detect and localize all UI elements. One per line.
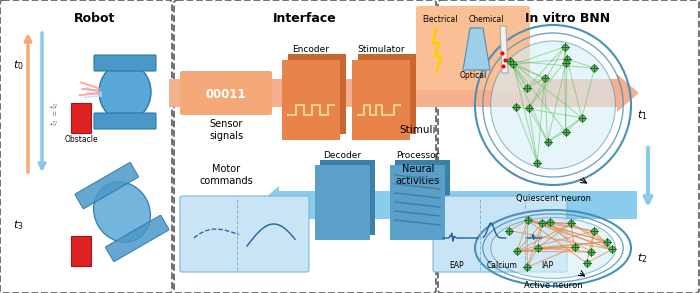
Text: $t_1$: $t_1$ [637,108,648,122]
Text: Stimuli: Stimuli [400,125,436,135]
FancyBboxPatch shape [71,236,91,266]
Text: Decoder: Decoder [323,151,362,159]
Text: Stimulator: Stimulator [357,45,405,54]
FancyBboxPatch shape [71,103,91,133]
Text: =: = [50,110,60,116]
FancyBboxPatch shape [94,113,156,129]
Ellipse shape [94,182,150,242]
FancyArrow shape [169,74,639,112]
Text: EAP: EAP [449,260,464,270]
Ellipse shape [491,41,615,169]
FancyBboxPatch shape [390,165,445,240]
Text: Chemical: Chemical [468,16,504,25]
Ellipse shape [491,218,615,278]
FancyBboxPatch shape [433,196,567,272]
Text: 00011: 00011 [206,88,246,100]
Text: Sensor
signals: Sensor signals [209,119,243,141]
Text: Active neuron: Active neuron [524,280,582,289]
FancyArrow shape [257,186,637,224]
FancyBboxPatch shape [75,163,139,209]
Text: Optical: Optical [459,71,486,81]
Text: $t_2$: $t_2$ [637,251,648,265]
Text: Processor: Processor [395,151,439,159]
FancyBboxPatch shape [395,160,450,235]
Text: Calcium: Calcium [486,260,517,270]
FancyBboxPatch shape [180,196,309,272]
Text: Neural
activities: Neural activities [396,164,440,186]
Text: In vitro BNN: In vitro BNN [526,13,610,25]
FancyBboxPatch shape [106,215,169,261]
FancyBboxPatch shape [94,55,156,71]
FancyBboxPatch shape [320,160,375,235]
FancyBboxPatch shape [352,60,410,140]
FancyBboxPatch shape [315,165,370,240]
FancyBboxPatch shape [288,54,346,134]
Text: $t_3$: $t_3$ [49,118,62,126]
Polygon shape [500,26,508,73]
Text: Robot: Robot [74,13,116,25]
Text: Motor
commands: Motor commands [199,164,253,186]
Text: IAP: IAP [541,260,553,270]
Text: $t_0$: $t_0$ [13,58,23,72]
Text: Quiescent neuron: Quiescent neuron [515,193,591,202]
Text: Electrical: Electrical [422,16,458,25]
Text: Encoder: Encoder [293,45,330,54]
Text: Obstacle: Obstacle [64,135,98,144]
Polygon shape [463,28,490,70]
FancyBboxPatch shape [416,6,530,90]
FancyBboxPatch shape [180,71,272,115]
Ellipse shape [99,63,151,121]
Text: Interface: Interface [273,13,337,25]
FancyBboxPatch shape [358,54,416,134]
Text: $t_0$: $t_0$ [49,101,62,109]
Text: $t_3$: $t_3$ [13,218,23,232]
FancyBboxPatch shape [282,60,340,140]
